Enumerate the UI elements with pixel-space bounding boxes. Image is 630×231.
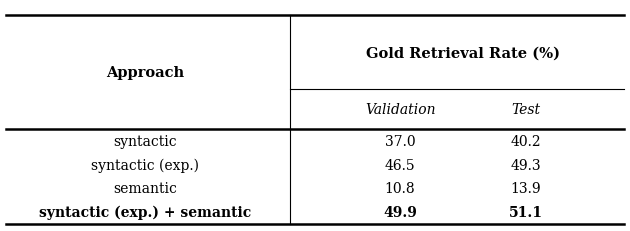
Text: syntactic (exp.) + semantic: syntactic (exp.) + semantic	[39, 205, 251, 219]
Text: 46.5: 46.5	[385, 158, 415, 172]
Text: syntactic: syntactic	[113, 134, 176, 148]
Text: 37.0: 37.0	[385, 134, 415, 148]
Text: Approach: Approach	[106, 66, 184, 80]
Text: 49.9: 49.9	[383, 205, 417, 219]
Text: Test: Test	[512, 103, 541, 117]
Text: 51.1: 51.1	[509, 205, 543, 219]
Text: syntactic (exp.): syntactic (exp.)	[91, 158, 199, 172]
Text: Gold Retrieval Rate (%): Gold Retrieval Rate (%)	[366, 46, 560, 60]
Text: 40.2: 40.2	[511, 134, 541, 148]
Text: 10.8: 10.8	[385, 182, 415, 195]
Text: 49.3: 49.3	[511, 158, 541, 172]
Text: semantic: semantic	[113, 182, 177, 195]
Text: Validation: Validation	[365, 103, 435, 117]
Text: 13.9: 13.9	[511, 182, 541, 195]
